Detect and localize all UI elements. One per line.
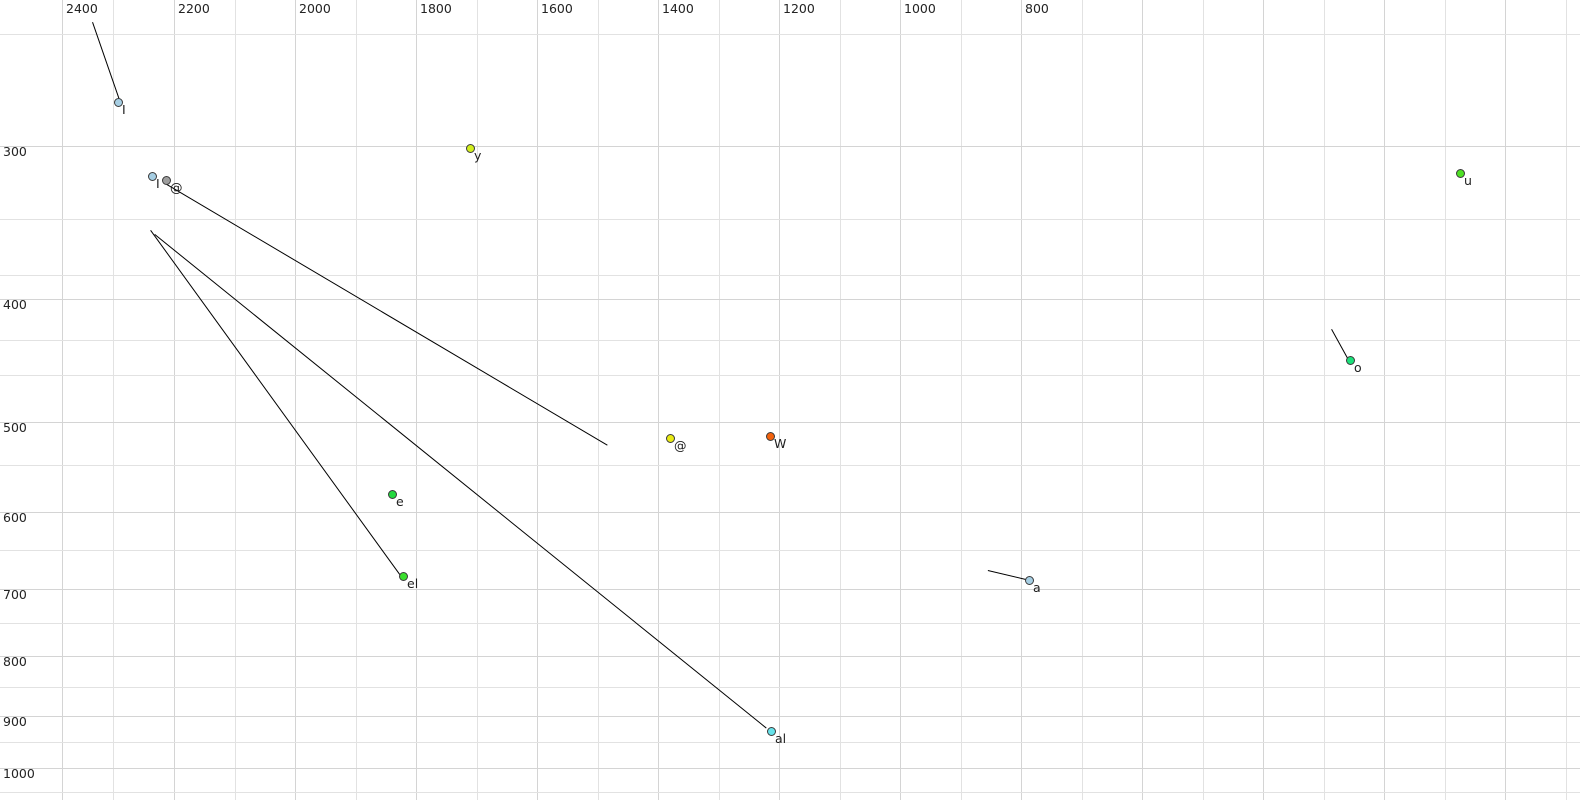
x-axis-tick-label: 1600 [541, 1, 573, 16]
y-axis-tick-label: 300 [3, 144, 27, 159]
y-gridline [0, 219, 1580, 220]
y-gridline [0, 465, 1580, 466]
data-point-label: al [775, 731, 787, 746]
x-gridline [1505, 0, 1506, 800]
x-gridline [1021, 0, 1022, 800]
x-gridline [174, 0, 175, 800]
data-point-marker[interactable] [767, 727, 776, 736]
x-gridline [356, 0, 357, 800]
x-gridline [658, 0, 659, 800]
data-point-marker[interactable] [766, 432, 775, 441]
x-gridline [1082, 0, 1083, 800]
x-gridline [1142, 0, 1143, 800]
y-axis-tick-label: 900 [3, 714, 27, 729]
segment-o [1331, 329, 1348, 359]
data-point-label: I [156, 176, 160, 191]
x-gridline [961, 0, 962, 800]
x-axis-tick-label: 2000 [299, 1, 331, 16]
x-axis-tick-label: 1400 [662, 1, 694, 16]
data-point-label: I [122, 102, 126, 117]
x-gridline [1566, 0, 1567, 800]
x-gridline [1324, 0, 1325, 800]
segment-al [154, 234, 767, 729]
data-point-label: y [474, 148, 482, 163]
y-gridline [0, 550, 1580, 551]
data-point-label: o [1354, 360, 1362, 375]
y-gridline [0, 34, 1580, 35]
x-axis-tick-label: 1200 [783, 1, 815, 16]
y-gridline [0, 275, 1580, 276]
y-gridline [0, 589, 1580, 590]
data-point-label: @ [170, 180, 183, 195]
y-axis-tick-label: 400 [3, 297, 27, 312]
y-gridline [0, 742, 1580, 743]
y-gridline [0, 422, 1580, 423]
x-gridline [1384, 0, 1385, 800]
x-axis-tick-label: 2400 [66, 1, 98, 16]
x-gridline [779, 0, 780, 800]
y-axis-tick-label: 700 [3, 587, 27, 602]
y-axis-tick-label: 800 [3, 654, 27, 669]
y-axis-tick-label: 600 [3, 510, 27, 525]
x-gridline [62, 0, 63, 800]
x-axis-tick-label: 1800 [420, 1, 452, 16]
segment-at-long [166, 184, 608, 446]
x-gridline [1263, 0, 1264, 800]
y-gridline [0, 768, 1580, 769]
y-axis-tick-label: 500 [3, 420, 27, 435]
y-gridline [0, 146, 1580, 147]
x-gridline [598, 0, 599, 800]
y-gridline [0, 792, 1580, 793]
x-axis-tick-label: 2200 [178, 1, 210, 16]
x-gridline [840, 0, 841, 800]
data-point-marker[interactable] [162, 176, 171, 185]
x-axis-tick-label: 800 [1025, 1, 1049, 16]
data-point-marker[interactable] [1456, 169, 1465, 178]
data-point-marker[interactable] [399, 572, 408, 581]
data-point-marker[interactable] [114, 98, 123, 107]
data-point-marker[interactable] [148, 172, 157, 181]
data-point-label: u [1464, 173, 1472, 188]
y-gridline [0, 340, 1580, 341]
x-gridline [537, 0, 538, 800]
data-point-label: e [396, 494, 404, 509]
x-gridline [113, 0, 114, 800]
y-gridline [0, 716, 1580, 717]
y-gridline [0, 375, 1580, 376]
data-point-label: @ [674, 438, 687, 453]
y-axis-tick-label: 1000 [3, 766, 35, 781]
x-gridline [719, 0, 720, 800]
x-gridline [416, 0, 417, 800]
x-gridline [295, 0, 296, 800]
x-gridline [1203, 0, 1204, 800]
data-point-marker[interactable] [1346, 356, 1355, 365]
x-gridline [900, 0, 901, 800]
data-point-label: el [407, 576, 419, 591]
x-gridline [477, 0, 478, 800]
y-gridline [0, 687, 1580, 688]
y-gridline [0, 656, 1580, 657]
data-point-marker[interactable] [466, 144, 475, 153]
y-gridline [0, 512, 1580, 513]
x-gridline [235, 0, 236, 800]
y-gridline [0, 623, 1580, 624]
x-gridline [1445, 0, 1446, 800]
data-point-marker[interactable] [1025, 576, 1034, 585]
data-point-label: W [774, 436, 787, 451]
y-gridline [0, 299, 1580, 300]
x-axis-tick-label: 1000 [904, 1, 936, 16]
data-point-marker[interactable] [666, 434, 675, 443]
data-point-marker[interactable] [388, 490, 397, 499]
data-point-label: a [1033, 580, 1041, 595]
